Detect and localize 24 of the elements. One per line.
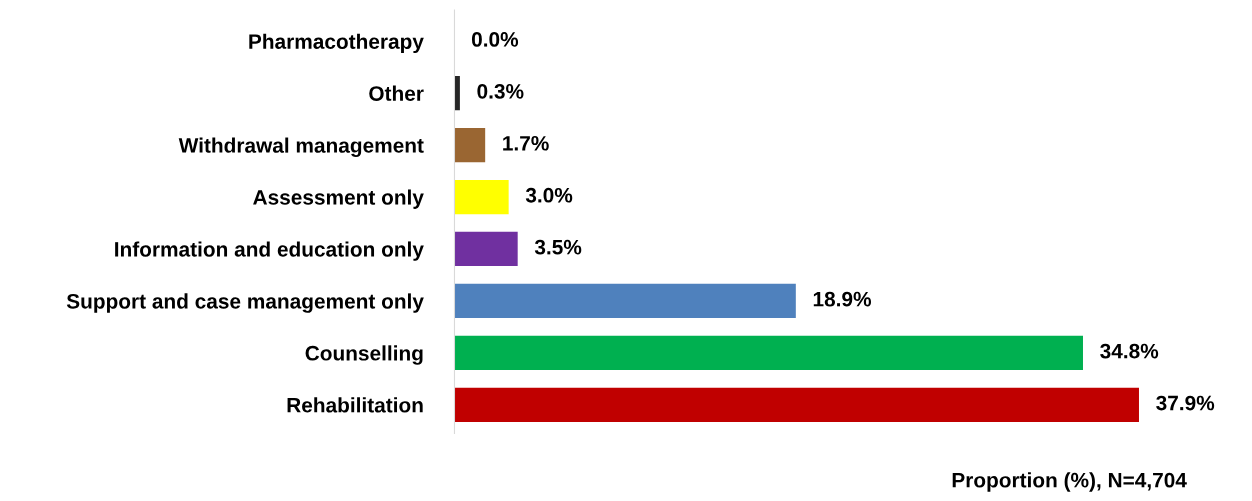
bar	[454, 283, 796, 319]
y-tick-label: Information and education only	[115, 241, 424, 261]
data-label: 1.7%	[503, 135, 549, 151]
bar	[454, 387, 1139, 422]
data-label: 0.0%	[471, 32, 519, 47]
data-label: 3.0%	[525, 187, 573, 203]
data-label: 37.9%	[1156, 395, 1215, 411]
y-tick-label: Rehabilitation	[287, 397, 423, 413]
bar	[454, 231, 518, 267]
data-label: 3.5%	[534, 239, 582, 255]
bar	[454, 179, 509, 215]
y-tick-label: Pharmacotherapy	[249, 33, 424, 54]
y-tick-label: Withdrawal management	[178, 137, 424, 158]
data-label: 34.8%	[1100, 343, 1159, 359]
data-label: 0.3%	[477, 83, 524, 99]
y-tick-label: Support and case management only	[66, 293, 424, 313]
x-axis-title: Proportion (%), N=4,704	[952, 472, 1187, 492]
bar	[454, 75, 460, 111]
bar	[454, 335, 1083, 370]
bar	[454, 127, 486, 163]
y-tick-label: Assessment only	[253, 189, 424, 209]
y-tick-label: Counselling	[305, 345, 423, 365]
data-label: 18.9%	[813, 291, 872, 307]
y-tick-label: Other	[369, 85, 424, 101]
